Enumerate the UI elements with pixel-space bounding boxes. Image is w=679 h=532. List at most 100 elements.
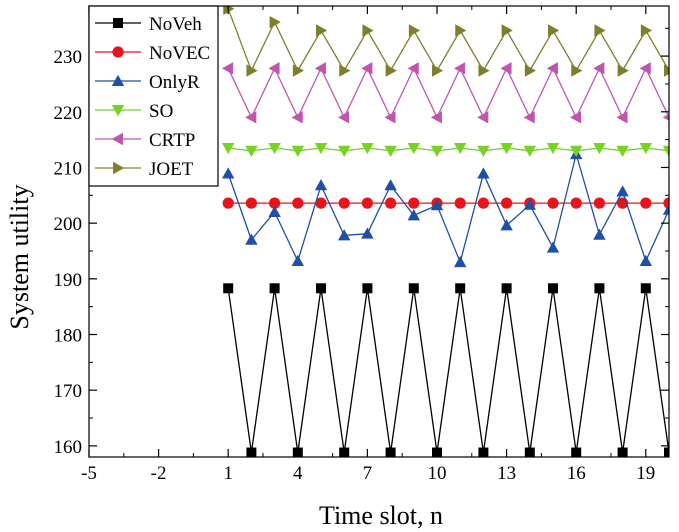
data-point-so (454, 143, 467, 155)
data-point-onlyr (523, 198, 536, 210)
data-point-crtp (314, 62, 326, 75)
data-point-joet (223, 6, 235, 15)
data-point-onlyr (338, 229, 351, 241)
data-point-novec (547, 197, 559, 209)
data-point-so (291, 145, 304, 157)
data-point-so (616, 145, 629, 157)
series-crtp (222, 62, 669, 124)
data-point-so (384, 145, 397, 157)
data-point-noveh (548, 283, 558, 294)
data-point-joet (664, 64, 669, 77)
legend-marker-novec (112, 46, 124, 58)
data-point-crtp (639, 62, 651, 75)
data-point-noveh (339, 447, 350, 457)
data-point-crtp (222, 62, 234, 75)
data-point-so (662, 145, 669, 157)
x-tick-label: 4 (293, 463, 303, 484)
data-point-crtp (407, 62, 419, 75)
data-point-onlyr (616, 185, 629, 197)
data-point-joet (269, 15, 281, 29)
data-point-joet (455, 24, 467, 37)
y-tick-label: 180 (54, 326, 83, 347)
data-point-onlyr (430, 199, 444, 211)
data-point-joet (316, 24, 328, 37)
x-tick-label: 1 (223, 463, 233, 484)
data-point-crtp (454, 62, 466, 75)
y-tick-label: 230 (54, 47, 83, 68)
x-tick-label: -2 (151, 463, 167, 484)
data-point-onlyr (500, 219, 513, 231)
x-tick-label: 16 (567, 463, 586, 484)
data-point-crtp (523, 111, 535, 124)
data-point-crtp (500, 62, 512, 75)
data-point-crtp (245, 111, 257, 124)
data-point-novec (222, 197, 234, 209)
data-point-crtp (570, 111, 582, 124)
y-tick-label: 160 (54, 437, 83, 458)
legend-label-onlyr: OnlyR (149, 72, 200, 93)
data-point-onlyr (361, 227, 374, 239)
y-axis-title: System utility (5, 184, 34, 329)
data-point-so (222, 143, 235, 155)
x-tick-label: 13 (497, 463, 516, 484)
legend-marker-so (111, 105, 125, 117)
data-point-noveh (594, 283, 605, 294)
data-point-onlyr (245, 233, 258, 245)
data-point-crtp (268, 62, 280, 75)
data-point-novec (245, 197, 257, 209)
series-joet (223, 6, 669, 77)
legend-item-onlyr: OnlyR (95, 72, 200, 93)
y-tick-label: 200 (54, 214, 83, 235)
legend-item-crtp: CRTP (95, 130, 195, 151)
legend-marker-onlyr (111, 74, 125, 86)
data-point-noveh (664, 447, 669, 457)
legend-label-joet: JOET (149, 159, 194, 180)
data-point-novec (570, 197, 582, 209)
data-point-onlyr (546, 241, 560, 253)
data-point-so (407, 143, 420, 155)
legend-label-crtp: CRTP (149, 130, 195, 151)
legend-box (88, 5, 219, 187)
legend-item-so: SO (95, 101, 173, 122)
data-point-joet (617, 64, 629, 77)
data-point-noveh (408, 283, 419, 294)
legend-label-novec: NoVEC (149, 43, 210, 64)
legend-label-noveh: NoVeh (149, 14, 202, 35)
y-tick-label: 210 (54, 158, 83, 179)
data-point-crtp (291, 111, 303, 124)
data-point-joet (292, 64, 304, 77)
data-point-onlyr (407, 209, 420, 221)
data-point-crtp (616, 111, 628, 124)
legend-item-noveh: NoVeh (95, 14, 202, 35)
data-point-crtp (477, 111, 489, 124)
data-point-novec (269, 197, 281, 209)
data-point-crtp (546, 62, 558, 75)
x-tick-label: -5 (81, 463, 97, 484)
data-point-joet (246, 64, 258, 77)
data-point-novec (361, 197, 373, 209)
data-point-onlyr (639, 254, 652, 266)
legend: NoVeh NoVEC OnlyR SO CRTP JOET (88, 5, 219, 187)
legend-label-so: SO (149, 101, 173, 122)
legend-item-novec: NoVEC (95, 43, 210, 64)
data-point-so (639, 143, 652, 155)
y-tick-label: 190 (54, 270, 83, 291)
data-point-novec (385, 197, 397, 209)
x-tick-label: 19 (636, 463, 655, 484)
data-point-noveh (478, 447, 489, 457)
data-point-novec (640, 197, 652, 209)
data-point-so (546, 143, 560, 155)
data-point-so (314, 143, 328, 155)
data-point-crtp (338, 111, 350, 124)
x-tick-label: 10 (428, 463, 447, 484)
y-tick-label: 220 (54, 103, 83, 124)
data-point-novec (292, 197, 304, 209)
data-point-crtp (662, 113, 669, 121)
x-tick-label: 7 (363, 463, 373, 484)
series-line-so (228, 147, 669, 152)
data-point-novec (408, 197, 420, 209)
data-point-noveh (617, 447, 628, 457)
data-point-noveh (385, 447, 396, 457)
data-point-onlyr (268, 205, 281, 217)
